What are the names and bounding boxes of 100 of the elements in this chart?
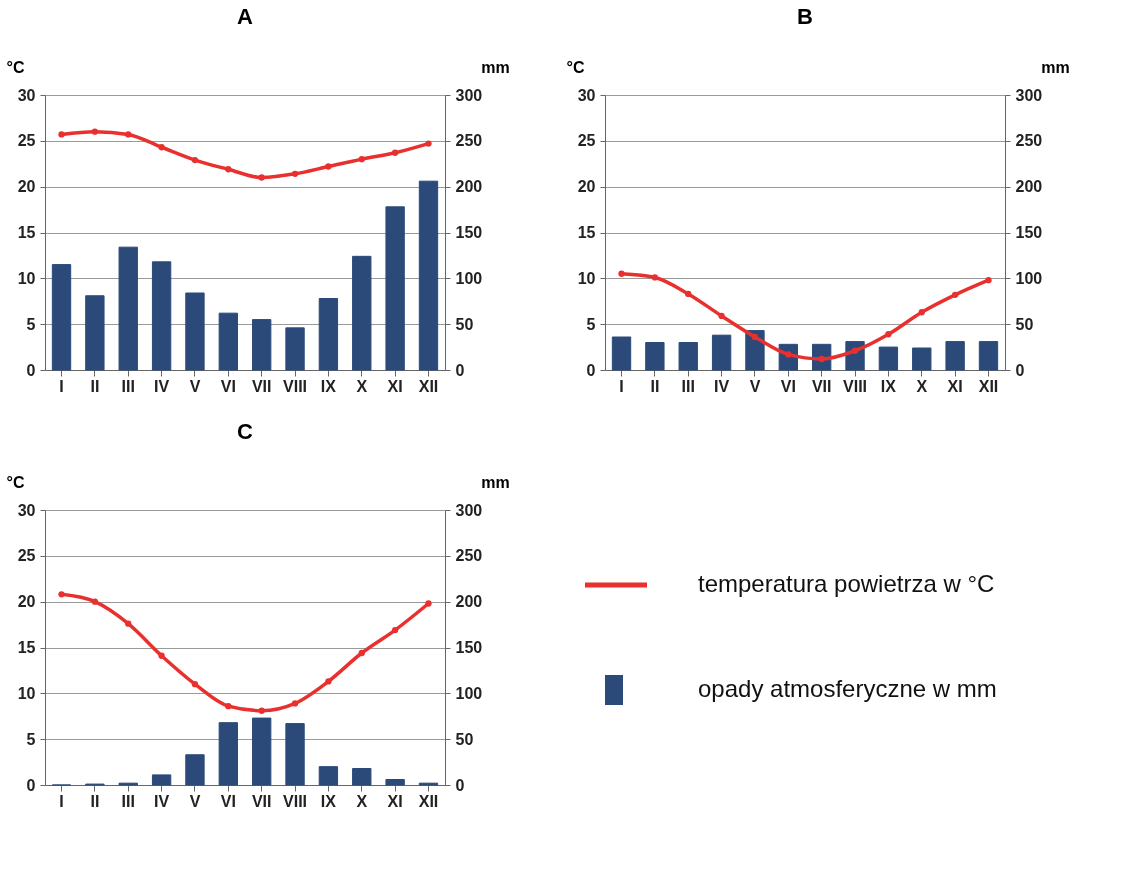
x-tick-label: I — [619, 377, 624, 395]
point — [618, 270, 625, 277]
y-tick-label: 30 — [17, 501, 36, 519]
x-tick-label: X — [356, 792, 368, 810]
y-tick-label: 30 — [17, 86, 36, 104]
y2-axis-title: mm — [481, 473, 510, 491]
point — [125, 131, 132, 138]
x-tick-label: VI — [220, 792, 236, 810]
bar — [978, 341, 999, 371]
x-tick-label: III — [121, 377, 135, 395]
x-tick-label: IX — [320, 792, 337, 810]
y2-tick-label: 50 — [455, 315, 474, 333]
y-tick-label: 5 — [586, 315, 596, 333]
bar — [118, 246, 138, 371]
x-tick-label: IV — [154, 377, 170, 395]
point — [918, 309, 925, 316]
point — [225, 703, 232, 710]
point — [685, 290, 692, 298]
point — [258, 174, 265, 181]
bar — [185, 292, 205, 371]
point — [985, 277, 992, 284]
y-tick-label: 15 — [17, 224, 36, 241]
point — [391, 149, 399, 156]
y2-tick-label: 200 — [455, 178, 483, 196]
x-tick-label: III — [681, 377, 695, 395]
x-tick-label: IX — [320, 377, 337, 395]
point — [291, 170, 299, 177]
bar — [645, 342, 665, 371]
x-tick-label: I — [59, 792, 64, 810]
x-tick-label: V — [749, 377, 761, 395]
x-tick-label: XII — [418, 792, 439, 810]
point — [885, 331, 892, 338]
y-tick-label: 5 — [26, 730, 36, 748]
point — [191, 681, 199, 688]
legend-label: temperatura powietrza w °C — [698, 570, 995, 597]
y2-tick-label: 250 — [455, 547, 483, 565]
bar — [51, 264, 72, 371]
bar — [418, 180, 439, 371]
point — [325, 678, 332, 685]
y-tick-label: 0 — [26, 776, 36, 794]
point — [58, 131, 65, 138]
y-axis-title: °C — [6, 473, 25, 491]
bar — [252, 717, 272, 786]
y-tick-label: 30 — [577, 86, 596, 104]
point — [158, 144, 165, 151]
bar — [218, 722, 238, 786]
point — [425, 140, 432, 147]
x-tick-label: XI — [387, 377, 403, 395]
y2-tick-label: 200 — [455, 593, 483, 611]
x-tick-label: IV — [154, 792, 170, 810]
point — [951, 291, 959, 298]
point — [125, 620, 132, 627]
y2-axis-title: mm — [481, 58, 510, 76]
point — [851, 347, 859, 354]
y-tick-label: 15 — [577, 224, 596, 241]
text: opady atmosferyczne w mm — [698, 675, 997, 702]
point — [225, 166, 232, 173]
bar — [318, 766, 339, 786]
bar — [945, 341, 965, 371]
bar — [912, 347, 932, 371]
y-tick-label: 25 — [577, 132, 596, 150]
y-tick-label: 0 — [586, 361, 596, 379]
x-tick-label: XI — [387, 792, 403, 810]
x-tick-label: V — [189, 792, 201, 810]
y-axis-title: °C — [6, 58, 25, 76]
point — [358, 649, 365, 657]
bar — [85, 295, 105, 371]
x-tick-label: IV — [714, 377, 730, 395]
bar — [352, 255, 372, 371]
point — [751, 333, 759, 341]
point — [358, 156, 365, 163]
y2-tick-label: 300 — [455, 501, 483, 519]
y-tick-label: 0 — [26, 361, 36, 379]
y-tick-label: 10 — [17, 269, 36, 287]
y2-tick-label: 200 — [1015, 178, 1043, 196]
x-tick-label: VII — [251, 377, 272, 395]
x-tick-label: IX — [880, 377, 897, 395]
y-tick-label: 15 — [17, 639, 36, 656]
point — [91, 128, 99, 135]
bar — [252, 319, 272, 371]
x-tick-label: VII — [251, 792, 272, 810]
y2-tick-label: 50 — [455, 730, 474, 748]
bar — [151, 261, 172, 371]
x-tick-label: VI — [220, 377, 236, 395]
chart-title: C — [237, 419, 254, 444]
point — [291, 700, 299, 707]
point — [191, 156, 199, 164]
x-tick-label: V — [189, 377, 201, 395]
point — [258, 707, 265, 714]
x-tick-label: III — [121, 792, 135, 810]
y2-tick-label: 250 — [455, 132, 483, 150]
y-tick-label: 10 — [17, 684, 36, 702]
point — [391, 626, 399, 634]
y-tick-label: 20 — [17, 178, 36, 196]
y2-axis-title: mm — [1041, 58, 1070, 76]
bar — [318, 298, 339, 371]
bar — [151, 774, 172, 786]
y2-tick-label: 100 — [455, 684, 483, 702]
x-tick-label: XII — [978, 377, 999, 395]
bar — [352, 768, 372, 786]
